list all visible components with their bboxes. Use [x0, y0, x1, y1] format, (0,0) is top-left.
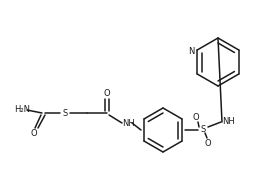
Text: O: O — [31, 129, 37, 137]
Text: S: S — [200, 125, 206, 135]
Text: O: O — [104, 90, 110, 98]
Text: N: N — [188, 47, 194, 56]
Text: NH: NH — [122, 119, 135, 128]
Text: O: O — [193, 113, 199, 122]
Text: NH: NH — [222, 118, 235, 126]
Text: H₂N: H₂N — [14, 106, 30, 114]
Text: S: S — [62, 108, 68, 118]
Text: O: O — [205, 139, 211, 147]
